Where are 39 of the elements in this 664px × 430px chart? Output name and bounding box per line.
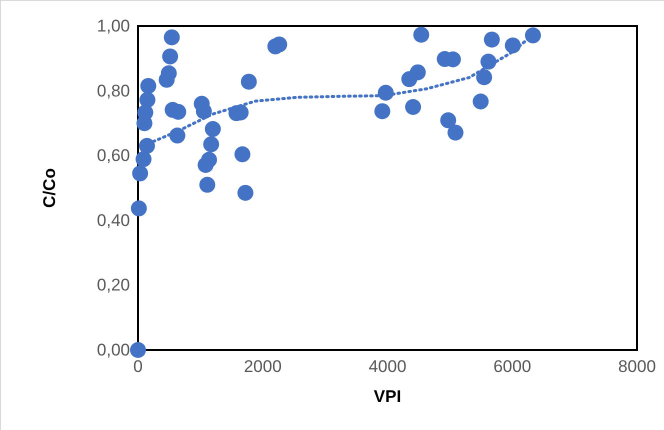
point — [203, 136, 220, 152]
point — [413, 26, 430, 43]
point — [440, 112, 456, 128]
point — [162, 48, 178, 64]
y-tick-label: 0,20 — [96, 276, 130, 295]
point — [130, 342, 146, 358]
point — [204, 121, 221, 138]
x-tick-label: 4000 — [368, 357, 406, 376]
y-tick-label: 1,00 — [96, 16, 130, 36]
point — [136, 151, 152, 168]
point — [448, 124, 464, 141]
point — [199, 176, 216, 193]
point — [139, 138, 155, 154]
y-tick-label: 0,80 — [96, 81, 130, 100]
point — [484, 32, 500, 48]
x-axis-title: VPI — [374, 387, 402, 406]
point — [237, 184, 254, 201]
x-tick-label: 8000 — [618, 357, 656, 376]
y-tick-label: 0,40 — [96, 210, 130, 230]
point — [139, 92, 156, 108]
point — [271, 36, 288, 52]
point — [234, 146, 250, 162]
point — [140, 78, 156, 94]
x-tick-label: 0 — [133, 357, 143, 376]
x-tick-label: 2000 — [244, 357, 282, 376]
point — [410, 64, 426, 80]
point — [374, 103, 390, 120]
point — [476, 69, 492, 86]
point — [240, 74, 257, 90]
y-tick-label: 0,60 — [96, 146, 130, 166]
y-axis-title: C/Co — [40, 168, 59, 208]
x-tick-label: 6000 — [493, 357, 532, 376]
point — [164, 29, 180, 46]
point — [472, 93, 489, 110]
point — [198, 157, 214, 173]
point — [130, 200, 147, 216]
point — [132, 165, 148, 182]
y-tick-label: 0,00 — [96, 340, 130, 360]
point — [405, 99, 422, 115]
